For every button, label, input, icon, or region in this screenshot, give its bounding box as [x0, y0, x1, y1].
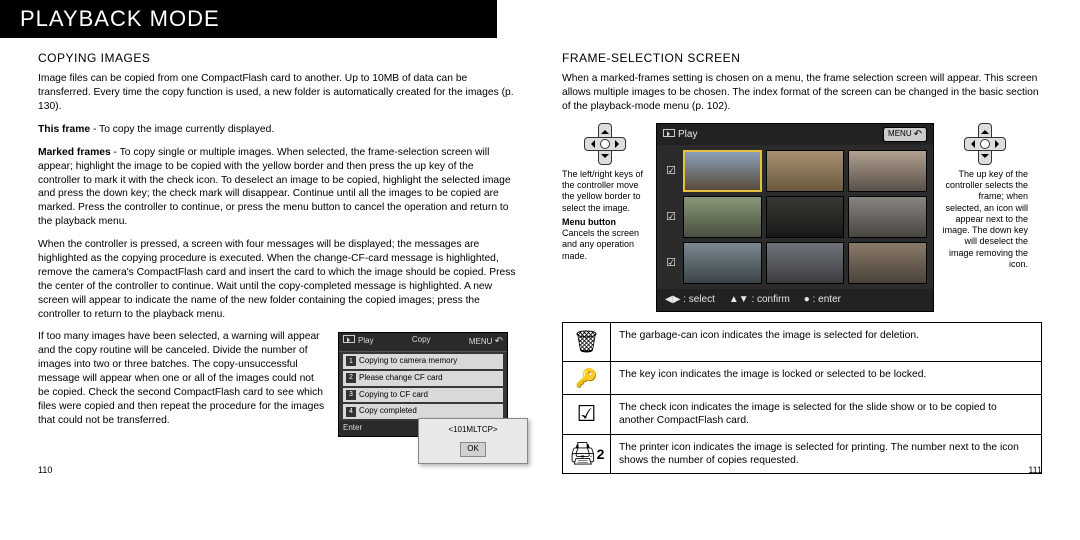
pagenum-right: 111: [1028, 464, 1042, 476]
icon-row-check: ☑ The check icon indicates the image is …: [563, 394, 1041, 434]
thumb-1: [683, 150, 762, 192]
thumb-3: [848, 150, 927, 192]
pagenum-left: 110: [38, 464, 52, 476]
header-title: PLAYBACK MODE: [20, 6, 220, 31]
thumb-6: [848, 196, 927, 238]
note-menu-text: Cancels the screen and any operation mad…: [562, 228, 648, 262]
lcd1-r1: 1Copying to camera memory: [343, 354, 503, 369]
lcd-main-top: Play MENU↶: [657, 124, 933, 146]
trash-text: The garbage-can icon indicates the image…: [611, 323, 1041, 361]
side-note-left: The left/right keys of the controller mo…: [562, 123, 648, 262]
thumb-grid: ☑ ☑ ☑: [657, 145, 933, 289]
dpad-left-icon: [584, 123, 626, 165]
lcd2-ok: OK: [460, 442, 486, 457]
trash-icon: 🗑: [563, 323, 611, 361]
right-subhead: FRAME-SELECTION SCREEN: [562, 50, 1042, 66]
thumb-4: [683, 196, 762, 238]
page-spread: COPYING IMAGES Image files can be copied…: [0, 38, 1080, 482]
key-icon: 🔑: [563, 362, 611, 394]
side-note-right: The up key of the controller selects the…: [942, 123, 1028, 270]
left-p5: If too many images have been selected, a…: [38, 330, 328, 427]
icon-table: 🗑 The garbage-can icon indicates the ima…: [562, 322, 1042, 474]
right-column: FRAME-SELECTION SCREEN When a marked-fra…: [540, 38, 1080, 482]
printer-text: The printer icon indicates the image is …: [611, 435, 1041, 474]
lcd1-top: Play Copy MENU ↶: [339, 333, 507, 352]
left-p3-label: Marked frames: [38, 147, 111, 158]
bot-select: ◀▶ : select: [665, 293, 715, 307]
check-text: The check icon indicates the image is se…: [611, 395, 1041, 434]
dpad-right-icon: [964, 123, 1006, 165]
bot-enter: ● : enter: [804, 293, 841, 307]
thumb-2: [766, 150, 845, 192]
left-p3: Marked frames - To copy single or multip…: [38, 146, 518, 229]
lcd1-menu: MENU ↶: [469, 335, 503, 349]
thumb-8: [766, 242, 845, 284]
mark-check-3: ☑: [663, 242, 679, 284]
lcd1-r2: 2Please change CF card: [343, 371, 503, 386]
lcd-main-play: Play: [663, 128, 697, 142]
menu-button-head: Menu button: [562, 217, 648, 228]
icon-row-printer: 🖨2 The printer icon indicates the image …: [563, 434, 1041, 474]
left-p4: When the controller is pressed, a screen…: [38, 238, 518, 321]
lcd1-play-icon: Play: [343, 335, 374, 349]
icon-row-key: 🔑 The key icon indicates the image is lo…: [563, 361, 1041, 394]
lcd-main-bot: ◀▶ : select ▲▼ : confirm ● : enter: [657, 289, 933, 311]
left-column: COPYING IMAGES Image files can be copied…: [0, 38, 540, 482]
note-right-text: The up key of the controller selects the…: [942, 169, 1028, 270]
lcd-stack: Play Copy MENU ↶ 1Copying to camera memo…: [338, 332, 518, 436]
lcd-folder-dialog: <101MLTCP> OK: [418, 418, 528, 464]
right-intro: When a marked-frames setting is chosen o…: [562, 72, 1042, 114]
icon-row-trash: 🗑 The garbage-can icon indicates the ima…: [563, 323, 1041, 361]
note-left-text: The left/right keys of the controller mo…: [562, 169, 648, 214]
thumb-9: [848, 242, 927, 284]
thumb-7: [683, 242, 762, 284]
thumb-5: [766, 196, 845, 238]
key-text: The key icon indicates the image is lock…: [611, 362, 1041, 394]
mark-check-1: ☑: [663, 150, 679, 192]
left-bottom-row: If too many images have been selected, a…: [38, 330, 518, 436]
page-header: PLAYBACK MODE: [0, 0, 497, 38]
lcd-frame-selection: Play MENU↶ ☑ ☑ ☑: [656, 123, 934, 312]
left-p2: This frame - To copy the image currently…: [38, 123, 518, 137]
frame-selection-row: The left/right keys of the controller mo…: [562, 123, 1042, 312]
mark-check-2: ☑: [663, 196, 679, 238]
lcd1-copy: Copy: [412, 335, 431, 349]
left-subhead: COPYING IMAGES: [38, 50, 518, 66]
printer-icon: 🖨2: [563, 435, 611, 474]
lcd-main-menu: MENU↶: [883, 127, 927, 143]
left-p2-rest: - To copy the image currently displayed.: [90, 124, 274, 135]
left-p2-label: This frame: [38, 124, 90, 135]
left-p3-rest: - To copy single or multiple images. Whe…: [38, 147, 511, 227]
lcd2-folder: <101MLTCP>: [425, 425, 521, 436]
left-p1: Image files can be copied from one Compa…: [38, 72, 518, 114]
lcd1-r3: 3Copying to CF card: [343, 388, 503, 403]
lcd1-r4: 4Copy completed: [343, 404, 503, 419]
bot-confirm: ▲▼ : confirm: [729, 293, 790, 307]
check-icon: ☑: [563, 395, 611, 434]
